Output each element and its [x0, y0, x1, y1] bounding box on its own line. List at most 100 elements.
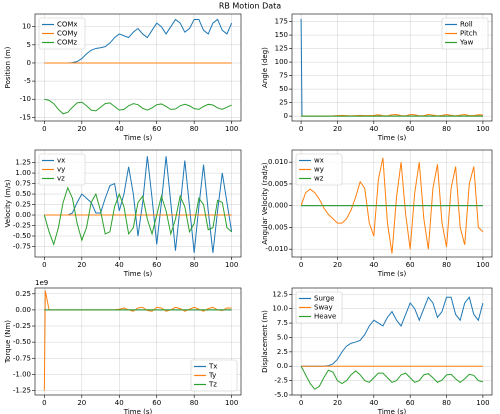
legend-label: Surge — [314, 295, 334, 303]
legend-box — [190, 359, 238, 392]
legend-label: COMy — [57, 30, 78, 38]
y-tick-label: 1.00 — [15, 169, 31, 177]
x-tick-label: 80 — [190, 399, 199, 407]
y-tick-label: -0.75 — [13, 354, 31, 362]
y-tick-label: 75 — [279, 72, 288, 80]
series-line — [300, 157, 484, 254]
figure-title: RB Motion Data — [219, 2, 281, 11]
y-tick-label: -0.75 — [13, 243, 31, 251]
y-tick-label: 10.0 — [272, 305, 288, 313]
x-tick-label: 0 — [42, 399, 46, 407]
legend-label: wx — [314, 157, 324, 165]
y-tick-label: 5 — [27, 41, 31, 49]
y-tick-label: -5 — [24, 77, 31, 85]
y-axis-label: Angular Velocity (rad/s) — [261, 162, 269, 244]
axes-frame — [291, 13, 493, 122]
y-tick-label: -0.25 — [13, 322, 31, 330]
y-tick-label: -15 — [20, 113, 31, 121]
x-axis-label: Time (s) — [377, 134, 407, 142]
y-tick-label: 0.50 — [15, 190, 31, 198]
y-axis-label: Angle (deg) — [261, 47, 269, 88]
x-tick-label: 40 — [115, 399, 124, 407]
legend-label: Tz — [208, 381, 217, 389]
axes-frame — [34, 13, 242, 122]
x-tick-label: 0 — [299, 399, 303, 407]
y-tick-label: -0.010 — [265, 245, 288, 253]
x-tick-label: 60 — [406, 399, 415, 407]
x-tick-label: 60 — [152, 261, 161, 269]
series-line — [44, 156, 233, 253]
y-tick-label: 25 — [279, 99, 288, 107]
y-tick-label: -0.25 — [13, 222, 31, 230]
legend-label: vx — [57, 157, 65, 165]
x-tick-label: 40 — [369, 125, 378, 133]
y-tick-label: 125 — [275, 45, 288, 53]
x-tick-label: 40 — [115, 261, 124, 269]
y-tick-label: 0.0 — [277, 362, 288, 370]
legend-label: Yaw — [459, 39, 474, 47]
x-tick-label: 60 — [406, 125, 415, 133]
x-tick-label: 20 — [77, 125, 86, 133]
y-tick-label: 10 — [22, 23, 31, 31]
x-tick-label: 80 — [190, 261, 199, 269]
axes-frame — [291, 149, 493, 258]
x-tick-label: 20 — [77, 261, 86, 269]
legend-label: vz — [57, 175, 65, 183]
series-line — [43, 186, 232, 247]
y-tick-label: 0.00 — [15, 211, 31, 219]
y-axis-label: Velocity (m/s) — [4, 179, 12, 227]
y-tick-label: 100 — [275, 58, 288, 66]
x-tick-label: 0 — [42, 261, 46, 269]
legend-label: Roll — [460, 21, 473, 29]
offset-label: 1e9 — [35, 279, 48, 287]
y-tick-label: -0.50 — [13, 232, 31, 240]
axes-frame — [34, 149, 242, 258]
x-axis-label: Time (s) — [123, 134, 153, 142]
y-tick-label: 0.000 — [268, 202, 288, 210]
legend-label: Sway — [314, 304, 333, 312]
y-tick-label: -2.5 — [274, 377, 288, 385]
x-axis-label: Time (s) — [123, 408, 153, 414]
legend-label: Heave — [314, 313, 336, 321]
x-tick-label: 60 — [406, 261, 415, 269]
x-tick-label: 100 — [225, 125, 238, 133]
x-tick-label: 60 — [152, 399, 161, 407]
series-line — [44, 18, 233, 64]
y-tick-label: 50 — [279, 85, 288, 93]
x-tick-label: 0 — [299, 125, 303, 133]
series-line — [300, 366, 484, 390]
y-tick-label: -1.00 — [13, 370, 31, 378]
axes-frame — [291, 287, 493, 396]
x-tick-label: 20 — [77, 399, 86, 407]
y-tick-label: 0.00 — [15, 306, 31, 314]
x-axis-label: Time (s) — [123, 270, 153, 278]
x-tick-label: 100 — [225, 261, 238, 269]
x-axis-label: Time (s) — [377, 270, 407, 278]
series-line — [44, 98, 232, 115]
x-tick-label: 0 — [42, 125, 46, 133]
x-tick-label: 80 — [442, 399, 451, 407]
x-tick-label: 100 — [476, 399, 489, 407]
y-tick-label: 2.5 — [277, 348, 288, 356]
legend-label: COMz — [57, 39, 77, 47]
x-tick-label: 100 — [476, 261, 489, 269]
x-tick-label: 40 — [369, 261, 378, 269]
x-tick-label: 60 — [152, 125, 161, 133]
y-tick-label: 0.010 — [268, 158, 288, 166]
x-tick-label: 80 — [442, 125, 451, 133]
legend-box — [38, 17, 86, 50]
y-tick-label: 0.005 — [268, 180, 288, 188]
y-axis-label: Torque (Nm) — [4, 320, 12, 364]
y-tick-label: 0.25 — [15, 290, 31, 298]
y-tick-label: -5.0 — [274, 391, 288, 399]
y-tick-label: -10 — [20, 95, 31, 103]
y-axis-label: Displacement (m) — [261, 310, 269, 373]
x-tick-label: 40 — [115, 125, 124, 133]
legend-box — [38, 153, 86, 186]
legend-label: Ty — [208, 372, 216, 380]
x-tick-label: 20 — [333, 399, 342, 407]
x-tick-label: 80 — [442, 261, 451, 269]
axes-frame — [34, 287, 242, 396]
